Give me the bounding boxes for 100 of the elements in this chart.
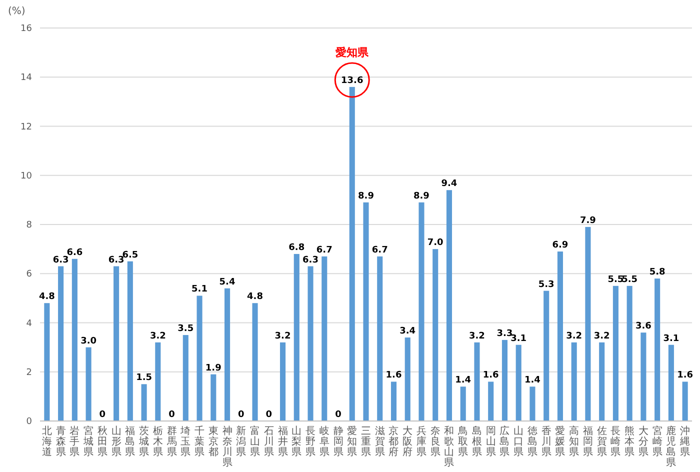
bar: [252, 303, 258, 421]
bar: [530, 386, 536, 421]
x-tick-label: 宮崎県: [652, 425, 662, 458]
y-tick-label: 0: [26, 417, 32, 427]
x-tick-label: 和歌山県: [444, 425, 454, 468]
x-tick-label: 山梨県: [292, 425, 302, 458]
x-tick-label: 奈良県: [430, 426, 440, 458]
data-label: 6.3: [302, 255, 318, 266]
y-tick-label: 8: [26, 220, 32, 230]
annotation: 愛知県: [336, 46, 370, 59]
bar: [654, 278, 660, 421]
x-tick-label: 静岡県: [333, 425, 344, 458]
data-label: 1.5: [136, 373, 152, 384]
x-tick-label: 兵庫県: [416, 425, 426, 458]
bar: [544, 290, 550, 421]
data-label: 13.6: [341, 76, 364, 86]
x-tick-label: 滋賀県: [374, 425, 385, 458]
x-tick-label: 沖縄県: [679, 425, 690, 458]
data-label: 5.5: [622, 274, 638, 285]
data-label: 1.6: [482, 370, 499, 381]
bar: [86, 347, 92, 421]
data-label: 5.5: [608, 274, 624, 285]
data-label: 6.7: [372, 245, 388, 256]
bar: [460, 386, 466, 421]
x-tick-label: 熊本県: [624, 425, 635, 458]
x-tick-label: 佐賀県: [596, 426, 607, 458]
x-tick-label: 新潟県: [236, 425, 246, 458]
data-label: 3.1: [663, 334, 680, 344]
data-label: 3.6: [635, 322, 652, 332]
x-tick-label: 愛媛県: [555, 425, 566, 458]
bar: [58, 266, 64, 421]
data-label: 4.8: [38, 292, 55, 302]
bar: [127, 261, 133, 421]
y-tick-label: 2: [26, 368, 32, 378]
data-label: 9.4: [441, 179, 458, 190]
data-label: 6.9: [552, 240, 568, 251]
data-label: 6.7: [316, 245, 332, 256]
data-label: 3.4: [400, 326, 416, 336]
data-label: 7.9: [580, 216, 596, 226]
data-label: 7.0: [427, 238, 444, 248]
x-tick-label: 徳島県: [527, 426, 538, 458]
bar: [488, 382, 494, 421]
bar: [377, 256, 383, 421]
x-tick-label: 神奈川県: [222, 425, 232, 468]
y-tick-label: 10: [20, 171, 32, 182]
x-tick-label: 島根県: [472, 425, 482, 458]
bar: [182, 335, 188, 421]
bar: [363, 202, 369, 421]
data-label: 3.1: [510, 334, 527, 344]
data-label: 0: [168, 410, 175, 420]
x-tick-label: 京都府: [388, 425, 399, 458]
data-label: 6.8: [288, 242, 305, 253]
x-tick-label: 岩手県: [70, 425, 80, 458]
x-tick-label: 大阪府: [402, 425, 413, 458]
x-tick-label: 東京都: [208, 425, 218, 458]
x-tick-label: 群馬県: [166, 425, 177, 458]
x-tick-label: 宮城県: [82, 425, 94, 458]
bar: [308, 266, 314, 421]
x-tick-label: 石川県: [264, 426, 274, 458]
bar: [599, 342, 605, 421]
bar: [516, 344, 522, 421]
bar: [210, 374, 216, 421]
x-tick-label: 鳥取県: [457, 425, 468, 458]
bar: [585, 226, 591, 421]
data-label: 6.3: [52, 255, 69, 266]
x-tick-label: 高知県: [569, 425, 580, 458]
bar: [557, 252, 563, 421]
data-label: 3.3: [496, 328, 513, 339]
bar: [322, 256, 328, 421]
y-tick-label: 12: [20, 122, 32, 132]
x-tick-label: 香川県: [541, 425, 552, 458]
bar: [502, 340, 508, 421]
data-label: 6.5: [122, 250, 138, 260]
x-tick-label: 三重県: [361, 426, 371, 458]
data-label: 1.4: [455, 376, 472, 386]
x-tick-label: 栃木県: [152, 425, 163, 458]
data-label: 1.6: [677, 370, 694, 381]
bar: [141, 384, 147, 421]
data-label: 8.9: [358, 191, 374, 202]
x-tick-label: 愛知県: [347, 425, 358, 458]
data-label: 4.8: [247, 292, 263, 302]
bar: [294, 254, 300, 421]
data-label: 0: [99, 410, 106, 420]
data-label: 6.6: [66, 248, 83, 258]
bar: [390, 382, 397, 421]
data-label: 5.8: [649, 268, 666, 278]
y-tick-label: 4: [26, 318, 32, 329]
data-label: 3.2: [566, 331, 582, 342]
x-tick-label: 福島県: [125, 425, 136, 458]
data-label: 3.2: [469, 331, 485, 342]
x-tick-label: 青森県: [56, 425, 66, 458]
x-tick-label: 鹿児島県: [666, 425, 676, 468]
data-label: 1.4: [524, 376, 540, 386]
x-tick-label: 千葉県: [194, 425, 205, 458]
bar: [682, 382, 688, 421]
x-tick-label: 秋田県: [97, 425, 108, 458]
bar: [418, 202, 424, 421]
x-tick-label: 福井県: [278, 425, 288, 458]
bar: [474, 342, 480, 421]
bar: [668, 344, 674, 421]
